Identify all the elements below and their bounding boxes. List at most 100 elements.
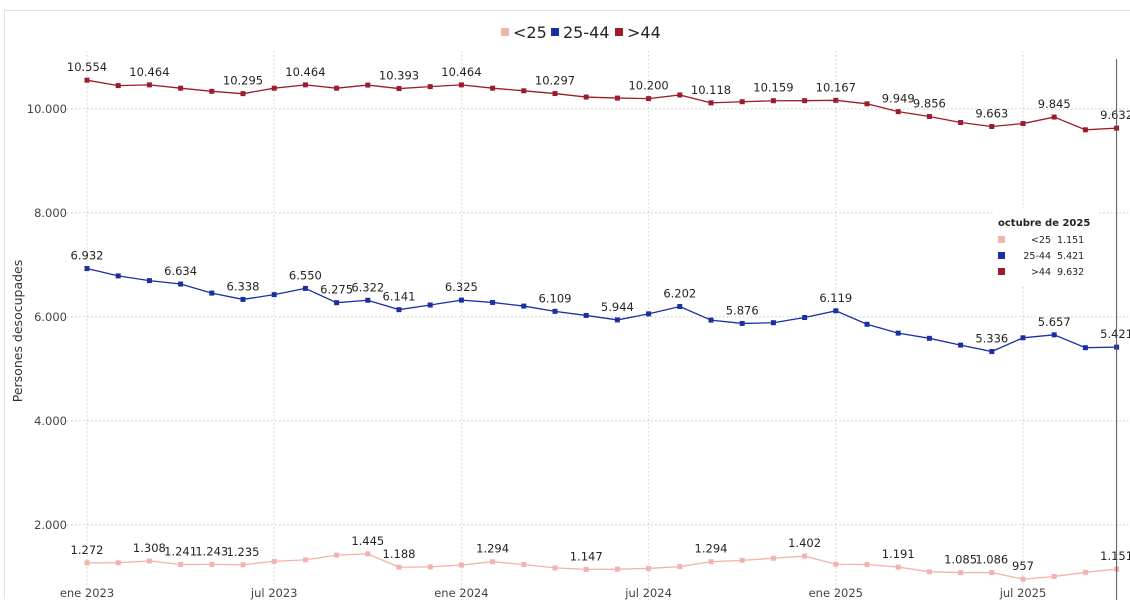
data-point[interactable] (490, 85, 496, 91)
data-point[interactable] (646, 311, 652, 317)
data-point[interactable] (926, 335, 932, 341)
data-point[interactable] (989, 124, 995, 130)
data-point[interactable] (739, 320, 745, 326)
data-point[interactable] (271, 292, 277, 298)
data-point[interactable] (583, 312, 589, 318)
data-point[interactable] (271, 558, 277, 564)
data-point[interactable] (739, 99, 745, 105)
data-point[interactable] (240, 562, 246, 568)
data-point[interactable] (521, 562, 527, 568)
data-point[interactable] (84, 266, 90, 272)
data-point[interactable] (521, 88, 527, 94)
data-point[interactable] (427, 302, 433, 308)
data-point[interactable] (458, 297, 464, 303)
data-point[interactable] (271, 85, 277, 91)
legend[interactable]: <25 25-44 >44 (501, 23, 661, 42)
data-point[interactable] (396, 307, 402, 313)
data-point[interactable] (958, 342, 964, 348)
data-point[interactable] (989, 570, 995, 576)
data-point[interactable] (178, 281, 184, 287)
data-point[interactable] (770, 320, 776, 326)
data-point[interactable] (1082, 569, 1088, 575)
data-point[interactable] (708, 317, 714, 323)
data-point[interactable] (396, 564, 402, 570)
data-point[interactable] (895, 330, 901, 336)
data-point[interactable] (926, 113, 932, 119)
data-point[interactable] (708, 100, 714, 106)
data-point[interactable] (84, 560, 90, 566)
data-point[interactable] (146, 82, 152, 88)
legend-item[interactable]: >44 (615, 23, 661, 42)
data-point[interactable] (240, 91, 246, 97)
data-point[interactable] (646, 96, 652, 102)
data-point[interactable] (1020, 121, 1026, 127)
data-point[interactable] (365, 82, 371, 88)
data-point[interactable] (209, 88, 215, 94)
data-point[interactable] (115, 560, 121, 566)
data-point[interactable] (240, 296, 246, 302)
data-point[interactable] (209, 561, 215, 567)
series-line[interactable] (86, 553, 1117, 580)
data-point[interactable] (427, 84, 433, 90)
data-point[interactable] (677, 564, 683, 570)
data-point[interactable] (833, 308, 839, 314)
data-point[interactable] (739, 557, 745, 563)
data-point[interactable] (1020, 335, 1026, 341)
data-point[interactable] (146, 278, 152, 284)
data-point[interactable] (458, 562, 464, 568)
data-point[interactable] (365, 297, 371, 303)
data-point[interactable] (708, 559, 714, 565)
data-point[interactable] (614, 566, 620, 572)
legend-item[interactable]: <25 (501, 23, 547, 42)
data-point[interactable] (864, 321, 870, 327)
data-point[interactable] (209, 290, 215, 296)
data-point[interactable] (552, 565, 558, 571)
data-point[interactable] (334, 85, 340, 91)
data-point[interactable] (770, 555, 776, 561)
data-point[interactable] (833, 97, 839, 103)
line-chart[interactable]: 2.000 4.000 6.000 8.000 10.000 Persones deso… (5, 11, 1130, 600)
series-line[interactable] (86, 267, 1117, 353)
legend-item[interactable]: 25-44 (551, 23, 610, 42)
data-point[interactable] (115, 83, 121, 89)
data-point[interactable] (958, 120, 964, 126)
data-point[interactable] (458, 82, 464, 88)
data-point[interactable] (552, 308, 558, 314)
data-point[interactable] (989, 349, 995, 355)
data-point[interactable] (583, 94, 589, 100)
data-point[interactable] (178, 85, 184, 91)
data-point[interactable] (1051, 573, 1057, 579)
data-point[interactable] (1051, 332, 1057, 338)
data-point[interactable] (1020, 576, 1026, 582)
data-point[interactable] (895, 109, 901, 115)
data-point[interactable] (646, 565, 652, 571)
data-point[interactable] (614, 95, 620, 101)
data-point[interactable] (1082, 345, 1088, 351)
data-point[interactable] (833, 561, 839, 567)
data-point[interactable] (802, 315, 808, 321)
series-line[interactable] (86, 79, 1117, 131)
data-point[interactable] (84, 77, 90, 83)
data-point[interactable] (178, 561, 184, 567)
data-point[interactable] (427, 564, 433, 570)
data-point[interactable] (864, 101, 870, 107)
data-point[interactable] (521, 303, 527, 309)
data-point[interactable] (490, 299, 496, 305)
data-point[interactable] (365, 551, 371, 557)
data-point[interactable] (115, 273, 121, 279)
data-point[interactable] (770, 98, 776, 104)
data-point[interactable] (396, 86, 402, 92)
data-point[interactable] (146, 558, 152, 564)
data-point[interactable] (802, 98, 808, 104)
data-point[interactable] (958, 570, 964, 576)
data-point[interactable] (802, 553, 808, 559)
data-point[interactable] (895, 564, 901, 570)
data-point[interactable] (864, 562, 870, 568)
data-point[interactable] (552, 91, 558, 97)
data-point[interactable] (1082, 127, 1088, 133)
data-point[interactable] (302, 557, 308, 563)
data-point[interactable] (677, 303, 683, 309)
data-point[interactable] (926, 569, 932, 575)
data-point[interactable] (334, 300, 340, 306)
data-point[interactable] (490, 559, 496, 565)
